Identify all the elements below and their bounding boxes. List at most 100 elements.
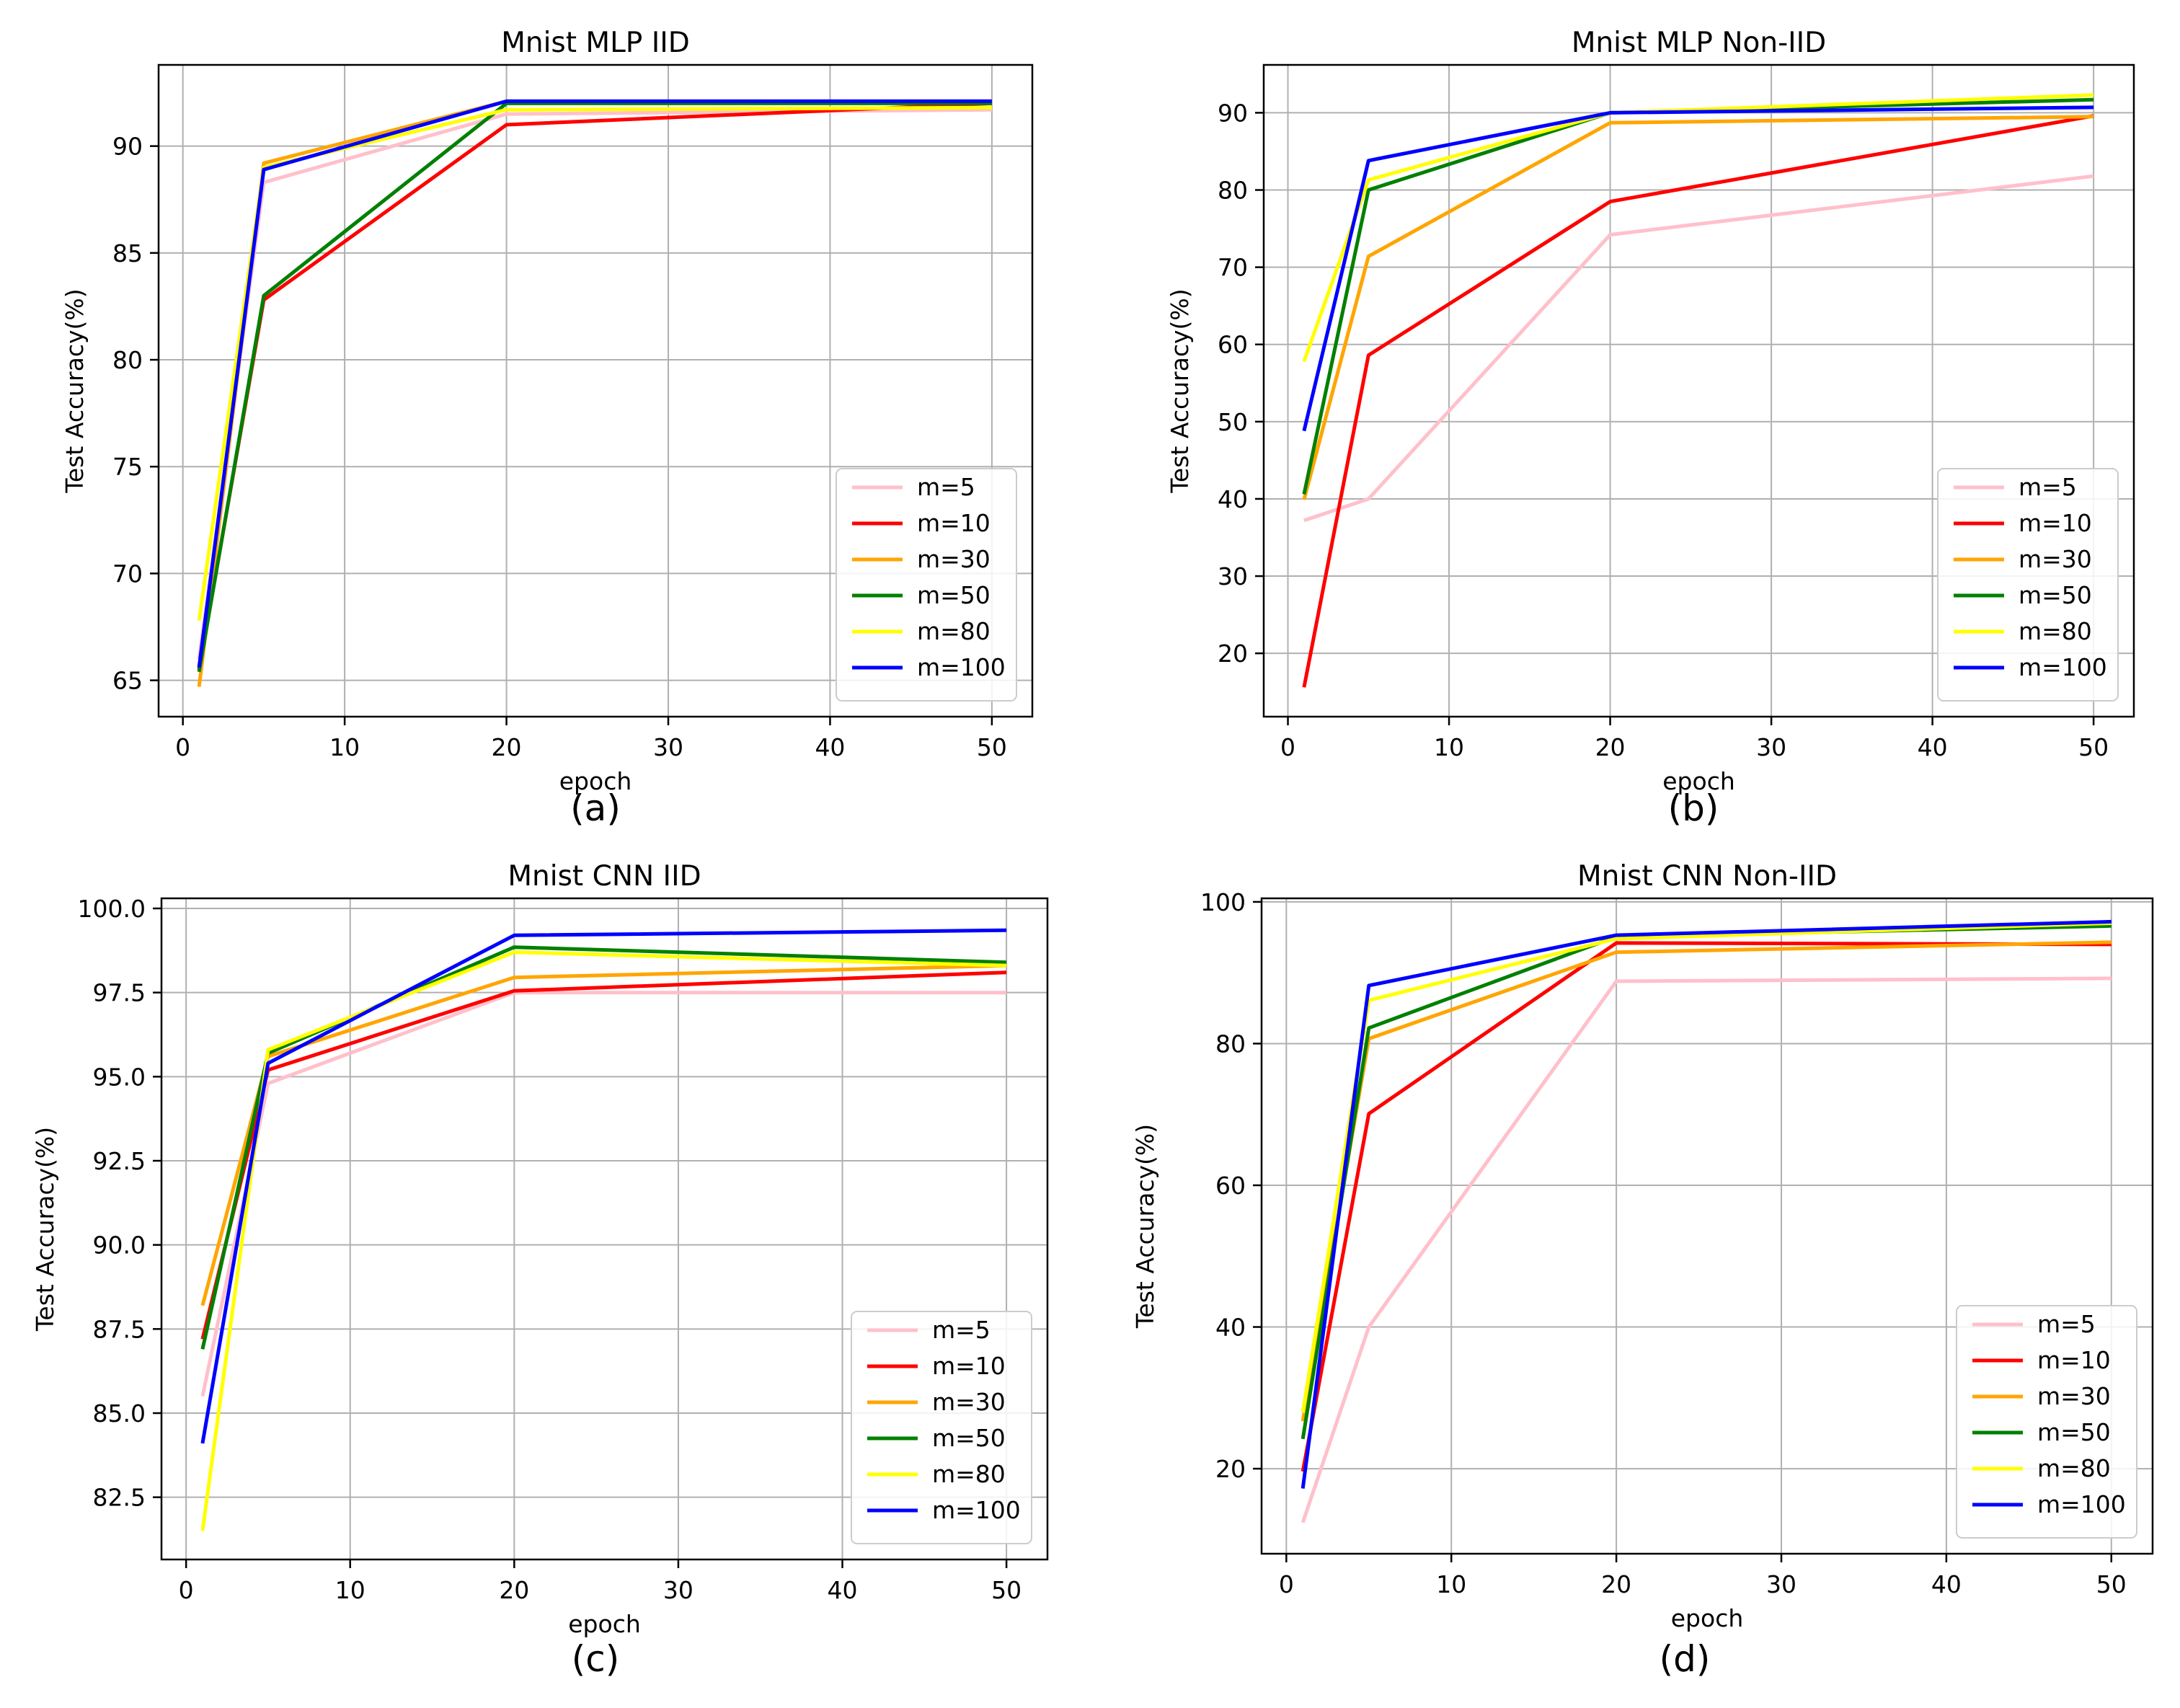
y-axis-label: Test Accuracy(%) bbox=[31, 1127, 59, 1332]
series-line-m50 bbox=[1302, 97, 2094, 495]
legend-label: m=30 bbox=[917, 545, 991, 573]
x-tick-label: 30 bbox=[1766, 1570, 1796, 1598]
legend-label: m=10 bbox=[2037, 1346, 2111, 1374]
series-line-m100 bbox=[200, 928, 1007, 1444]
series-line-m10 bbox=[1302, 114, 2094, 688]
series-line-m30 bbox=[1302, 115, 2094, 500]
x-tick-label: 0 bbox=[1280, 733, 1295, 761]
y-tick-label: 65 bbox=[112, 667, 143, 695]
plot-frame bbox=[160, 897, 1049, 1561]
caption-b: (b) bbox=[1667, 787, 1719, 829]
plot-frame bbox=[1260, 897, 2154, 1555]
y-tick-label: 40 bbox=[1215, 1314, 1246, 1342]
y-tick-label: 87.5 bbox=[93, 1315, 146, 1343]
chart-title: Mnist MLP IID bbox=[501, 27, 690, 59]
y-tick-label: 80 bbox=[1215, 1030, 1246, 1058]
x-tick-label: 10 bbox=[1434, 733, 1464, 761]
y-tick-label: 80 bbox=[112, 346, 143, 374]
legend-box bbox=[1956, 1305, 2137, 1539]
plot-frame bbox=[1262, 63, 2135, 718]
legend-box bbox=[1937, 468, 2119, 702]
series-line-m30 bbox=[200, 963, 1007, 1306]
x-axis-label: epoch bbox=[1671, 1604, 1744, 1632]
legend-label: m=5 bbox=[2037, 1310, 2096, 1338]
y-axis-label: Test Accuracy(%) bbox=[61, 288, 89, 493]
x-tick-label: 20 bbox=[499, 1576, 529, 1604]
legend-label: m=100 bbox=[2037, 1490, 2126, 1518]
x-tick-label: 30 bbox=[653, 733, 683, 761]
series-line-m5 bbox=[200, 991, 1007, 1397]
legend-label: m=50 bbox=[917, 581, 991, 609]
x-tick-label: 30 bbox=[1756, 733, 1786, 761]
x-tick-label: 0 bbox=[179, 1576, 194, 1604]
x-tick-label: 50 bbox=[2078, 733, 2109, 761]
series-line-m80 bbox=[197, 105, 992, 621]
plot-frame bbox=[157, 63, 1034, 718]
caption-a: (a) bbox=[570, 787, 621, 829]
y-tick-label: 30 bbox=[1218, 562, 1248, 590]
x-tick-label: 30 bbox=[663, 1576, 694, 1604]
x-tick-label: 40 bbox=[815, 733, 845, 761]
legend-label: m=10 bbox=[917, 509, 991, 537]
chart-title: Mnist CNN IID bbox=[508, 860, 701, 893]
legend-label: m=30 bbox=[2037, 1382, 2111, 1410]
y-tick-label: 100.0 bbox=[78, 895, 146, 923]
legend-label: m=5 bbox=[2019, 473, 2077, 501]
y-tick-label: 85.0 bbox=[93, 1399, 146, 1428]
series-line-m100 bbox=[1301, 919, 2112, 1489]
y-tick-label: 82.5 bbox=[93, 1484, 146, 1512]
x-tick-label: 50 bbox=[977, 733, 1007, 761]
series-line-m5 bbox=[1303, 174, 2094, 523]
legend-label: m=80 bbox=[917, 617, 991, 645]
x-tick-label: 20 bbox=[1595, 733, 1626, 761]
x-tick-label: 10 bbox=[335, 1576, 365, 1604]
y-tick-label: 60 bbox=[1215, 1172, 1246, 1200]
legend-box bbox=[836, 468, 1017, 702]
legend-label: m=50 bbox=[2037, 1418, 2111, 1446]
chart-title: Mnist MLP Non-IID bbox=[1572, 27, 1826, 59]
legend-label: m=100 bbox=[917, 653, 1006, 681]
legend-label: m=100 bbox=[2019, 653, 2107, 681]
legend-label: m=80 bbox=[2019, 617, 2092, 645]
x-tick-label: 0 bbox=[1279, 1570, 1294, 1598]
legend-label: m=5 bbox=[917, 473, 975, 501]
legend-label: m=50 bbox=[932, 1424, 1006, 1452]
y-tick-label: 95.0 bbox=[93, 1063, 146, 1091]
legend-label: m=5 bbox=[932, 1316, 991, 1344]
x-axis-label: epoch bbox=[559, 767, 632, 795]
y-tick-label: 20 bbox=[1215, 1455, 1246, 1483]
legend-label: m=10 bbox=[932, 1352, 1006, 1380]
x-tick-label: 10 bbox=[1436, 1570, 1466, 1598]
legend-label: m=30 bbox=[932, 1388, 1006, 1416]
x-tick-label: 20 bbox=[1601, 1570, 1631, 1598]
y-tick-label: 50 bbox=[1218, 408, 1248, 436]
legend-label: m=10 bbox=[2019, 509, 2092, 537]
y-axis-label: Test Accuracy(%) bbox=[1166, 288, 1194, 493]
series-line-m80 bbox=[1301, 921, 2112, 1413]
caption-c: (c) bbox=[571, 1638, 620, 1680]
x-tick-label: 50 bbox=[2096, 1570, 2127, 1598]
x-tick-label: 0 bbox=[175, 733, 190, 761]
y-axis-label: Test Accuracy(%) bbox=[1131, 1124, 1159, 1329]
y-tick-label: 70 bbox=[1218, 254, 1248, 282]
y-tick-label: 20 bbox=[1218, 640, 1248, 668]
legend-label: m=100 bbox=[932, 1496, 1021, 1524]
x-tick-label: 10 bbox=[329, 733, 360, 761]
y-tick-label: 85 bbox=[112, 239, 143, 267]
x-tick-label: 40 bbox=[1931, 1570, 1962, 1598]
y-tick-label: 60 bbox=[1218, 331, 1248, 359]
series-line-m80 bbox=[1302, 93, 2094, 363]
y-tick-label: 75 bbox=[112, 453, 143, 481]
y-tick-label: 90 bbox=[1218, 99, 1248, 127]
caption-d: (d) bbox=[1659, 1638, 1711, 1680]
series-line-m100 bbox=[197, 99, 992, 668]
series-line-m5 bbox=[1301, 976, 2112, 1523]
legend-label: m=30 bbox=[2019, 545, 2092, 573]
series-line-m50 bbox=[197, 101, 992, 673]
x-axis-label: epoch bbox=[1662, 767, 1735, 795]
legend-label: m=80 bbox=[2037, 1454, 2111, 1482]
